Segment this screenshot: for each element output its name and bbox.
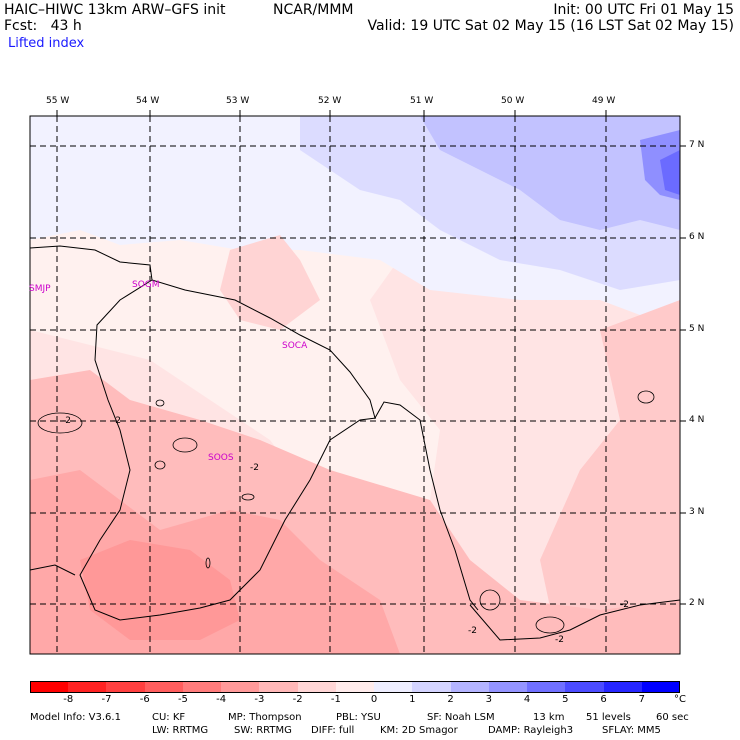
colorbar-unit: °C [674,694,686,705]
footer-model-info: Model Info: V3.6.1 [30,712,121,723]
contour-label: -2 [112,416,121,426]
footer-sw: SW: RRTMG [234,725,292,736]
field-neg-east [540,300,680,654]
field-neg-patch-nw [220,235,320,330]
station-label: SOCA [282,341,308,351]
footer-mp: MP: Thompson [228,712,302,723]
colorbar-swatch [182,681,222,693]
colorbar-swatch [30,681,69,693]
colorbar-swatch [565,681,605,693]
footer-lw: LW: RRTMG [152,725,209,736]
field-positive-strong [420,116,680,230]
colorbar-swatch [641,681,681,693]
contour-label: -2 [62,416,71,426]
contour-label: -2 [620,600,629,610]
station-label: SOGM [132,280,160,290]
colorbar-tick-label: 7 [638,694,645,705]
lat-label: 4 N [689,415,705,425]
colorbar-tick-label: -1 [330,694,341,705]
plot-frame [29,115,681,655]
colorbar-tick-label: -7 [101,694,112,705]
latlon-grid [30,116,680,654]
axis-ticks [56,110,686,605]
footer-resolution: 13 km [533,712,565,723]
colorbar-tick-label: 2 [447,694,454,705]
contour-lines [37,390,655,634]
lon-label: 53 W [226,96,250,106]
colorbar-frame [30,681,680,693]
colorbar-tick-label: -4 [216,694,227,705]
station-label: SMJP [29,284,51,294]
colorbar-tick-label: 0 [370,694,378,705]
colorbar-swatch [259,681,299,693]
lat-label: 2 N [689,598,705,608]
colorbar-tick-label: -8 [63,694,74,705]
footer-timestep: 60 sec [656,712,689,723]
field-name: Lifted index [8,36,85,51]
lon-label: 50 W [501,96,525,106]
colorbar-swatch [335,681,375,693]
colorbar-tick-label: -3 [254,694,265,705]
colorbar-tick-label: -2 [292,694,303,705]
field-positive-peak [660,150,680,195]
footer-diff: DIFF: full [311,725,355,736]
contour-label: -2 [555,635,564,645]
footer-levels: 51 levels [586,712,631,723]
colorbar-swatch [603,681,643,693]
colorbar-swatch [68,681,107,693]
init-time: Init: 00 UTC Fri 01 May 15 [553,2,734,18]
footer-sf: SF: Noah LSM [427,712,495,723]
colorbar-tick-label: -6 [139,694,150,705]
valid-time: Valid: 19 UTC Sat 02 May 15 (16 LST Sat … [367,18,734,34]
station-label: SOOS [208,453,234,463]
contour-label: -2 [468,626,477,636]
lon-label: 52 W [318,96,342,106]
lon-label: 54 W [136,96,160,106]
colorbar-tick-label: 1 [409,694,416,705]
footer-km: KM: 2D Smagor [380,725,458,736]
footer-cu: CU: KF [152,712,186,723]
footer-sflay: SFLAY: MM5 [602,725,661,736]
lon-label: 55 W [46,96,70,106]
colorbar-swatch [527,681,566,693]
contour-label: -2 [250,463,259,473]
colorbar-swatch [412,681,452,693]
lifted-index-map [29,110,686,655]
colorbar-swatch [297,681,337,693]
colorbar-swatch [450,681,490,693]
colorbar-swatch [374,681,413,693]
lat-label: 5 N [689,324,705,334]
lat-label: 7 N [689,140,705,150]
field-neg-max [80,540,240,640]
footer-pbl: PBL: YSU [336,712,381,723]
colorbar-swatch [144,681,184,693]
lat-label: 3 N [689,507,705,517]
colorbar-swatch [488,681,528,693]
lat-label: 6 N [689,232,705,242]
colorbar-tick-label: -5 [177,694,188,705]
colorbar-tick-label: 4 [523,694,531,705]
forecast-hour: Fcst: 43 h [4,18,82,34]
colorbar-swatch [221,681,260,693]
colorbar-tick-label: 3 [485,694,492,705]
lon-label: 51 W [410,96,434,106]
colorbar-tick-label: 6 [600,694,607,705]
colorbar-tick-label: 5 [562,694,569,705]
coastlines [29,245,681,641]
model-title: HAIC–HIWC 13km ARW–GFS init [4,2,226,18]
footer-damp: DAMP: Rayleigh3 [488,725,574,736]
lon-label: 49 W [592,96,616,106]
colorbar-swatch [106,681,146,693]
model-org: NCAR/MMM [273,2,354,18]
